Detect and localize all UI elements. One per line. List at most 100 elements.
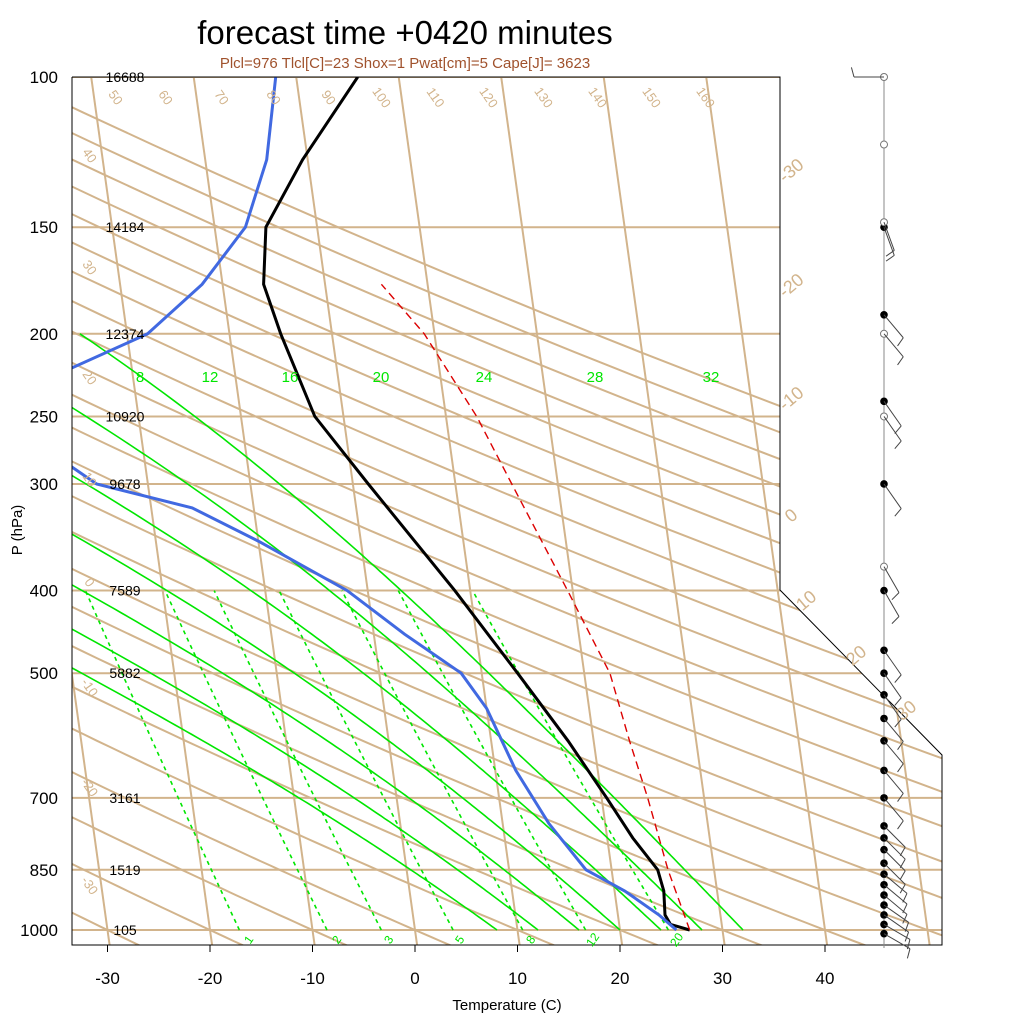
wind-barb-flag [891,616,900,624]
x-tick-label: -20 [198,969,223,988]
dry-adiabat-line [72,77,942,945]
wind-barb-shaft [883,416,902,442]
dry-adiabat-line [72,77,873,945]
pressure-tick-label: 200 [30,325,58,344]
pressure-tick-label: 1000 [20,921,58,940]
dry-adiabat-line [72,77,942,945]
moist-adiabat-line [72,565,539,931]
wind-barb-flag [906,948,911,959]
mixing-ratio-line [341,590,524,931]
wind-barb-shaft [883,770,904,794]
dry-adiabat-line [72,77,666,945]
pressure-tick-label: 500 [30,664,58,683]
dry-adiabat-line [72,77,562,945]
diagram-background-lines [0,77,942,948]
wind-barb-flag [902,893,908,903]
dry-adiabat-label: 40 [79,145,100,165]
isotherm-label: 10 [792,586,820,614]
moist-adiabat-label: 16 [282,369,299,386]
dry-adiabat-line [72,77,942,945]
wind-barb-shaft [883,862,906,885]
mixing-ratio-line [164,590,328,931]
wind-barb-flag [902,903,908,914]
wind-barb-shaft [883,923,911,940]
dry-adiabat-label: 160 [693,84,718,110]
wind-barb-flag [902,914,908,924]
wind-barb-flag [904,922,910,932]
isotherm-line [295,77,419,945]
mixing-ratio-label: 5 [452,933,467,947]
dry-adiabat-line [72,77,942,945]
height-label: 14184 [106,219,145,235]
wind-barb-shaft [883,718,904,742]
mixing-ratio-label: 3 [381,933,396,947]
dry-adiabat-label: 50 [105,87,126,107]
dry-adiabat-label: 70 [211,87,232,107]
wind-barb-flag [894,674,902,683]
dewpoint-trace [72,77,678,932]
temperature-trace [262,77,691,932]
wind-barb-shaft [883,837,906,860]
moist-adiabat-line [72,518,580,931]
wind-profile [850,67,911,959]
wind-barb-flag [897,763,904,773]
y-axis-title: P (hPa) [9,505,26,556]
pressure-tick-label: 700 [30,789,58,808]
wind-barb-flag [891,592,900,601]
dry-adiabat-label: 30 [79,257,100,277]
wind-barb-shaft [883,566,900,593]
dry-adiabat-line [72,77,942,945]
moist-adiabat-label: 28 [587,369,604,386]
wind-barb-flag [897,820,904,830]
mixing-ratio-line [213,590,383,931]
x-tick-label: -30 [95,969,120,988]
dry-adiabat-label: 120 [476,84,501,110]
height-label: 7589 [109,583,140,599]
dry-adiabat-line [72,77,942,945]
height-label: 1519 [109,862,140,878]
wind-barb-shaft [883,590,900,617]
moist-adiabat-label: 32 [703,369,720,386]
pressure-tick-label: 150 [30,218,58,237]
dry-adiabat-line [72,77,942,945]
wind-barb-flag [894,697,902,706]
dry-adiabat-label: 100 [369,84,394,110]
wind-barb-shaft [883,694,902,720]
x-tick-label: 30 [713,969,732,988]
height-label: 9678 [109,476,140,492]
wind-barb-shaft [883,333,904,358]
wind-barb-shaft [883,650,902,676]
pressure-tick-label: 850 [30,861,58,880]
dry-adiabat-label: 140 [585,84,610,110]
mixing-ratio-label: 12 [583,930,602,949]
height-label: 3161 [109,790,140,806]
pressure-tick-label: 300 [30,475,58,494]
isotherm-line [397,77,522,945]
wind-barb-shaft [883,314,904,339]
dry-adiabat-line [72,77,942,945]
dry-adiabat-line [72,77,942,945]
wind-barb-shaft [883,401,902,427]
dry-adiabat-label: 10 [79,469,100,489]
dry-adiabat-label: 20 [79,367,100,387]
moist-adiabat-label: 12 [202,369,219,386]
wind-barb-shaft [883,222,895,251]
dry-adiabat-line [72,77,942,945]
dry-adiabat-line [72,77,942,945]
pressure-tick-label: 400 [30,582,58,601]
dry-adiabat-line [72,77,942,945]
isotherm-line [0,77,8,948]
isotherm-line [90,77,214,945]
wind-barb-flag [897,337,904,347]
dry-adiabat-line [72,77,942,945]
wind-barb-shaft [883,740,904,765]
chart-subtitle: Plcl=976 Tlcl[C]=23 Shox=1 Pwat[cm]=5 Ca… [220,55,590,72]
chart-title: forecast time +0420 minutes [197,14,612,51]
wind-barb-flag [894,508,902,517]
moist-adiabat-line [72,607,498,931]
isotherm-label: 30 [892,696,920,724]
wind-barb-shaft [883,797,904,822]
parcel-trace [380,283,691,931]
